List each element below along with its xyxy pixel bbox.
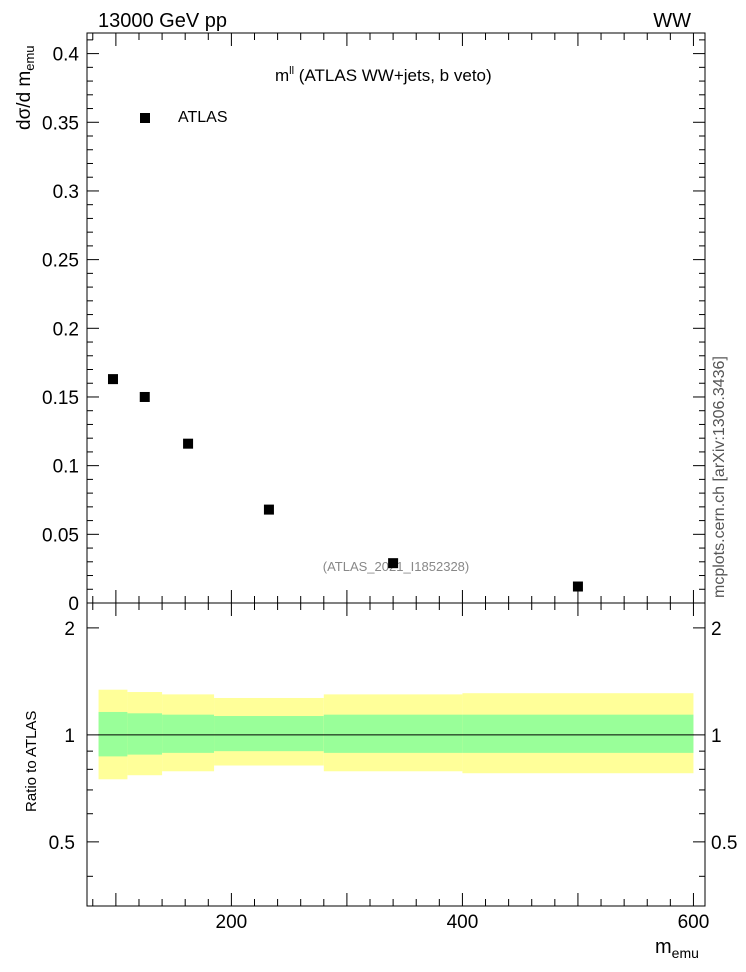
- y-tick-label: 0.15: [42, 388, 79, 409]
- x-tick-label: 600: [678, 912, 710, 933]
- ratio-tick-label: 1: [64, 726, 75, 747]
- inner-band-bin: [162, 714, 215, 753]
- y-tick-label: 0.2: [53, 319, 79, 340]
- x-tick-label: 200: [216, 912, 248, 933]
- source-label: mcplots.cern.ch [arXiv:1306.3436]: [711, 356, 728, 598]
- inner-band-bin: [127, 713, 163, 755]
- data-point: [263, 504, 274, 515]
- axes: 0 0.05 0.1 0.15 0.2 0.25 0.3 0.35 0.4 200 400 600 0.…: [42, 32, 737, 933]
- inner-band-bin: [98, 711, 128, 757]
- ratio-tick-label: 0.5: [49, 833, 75, 854]
- inner-band-bin: [214, 716, 324, 752]
- ratio-axis-label: Ratio to ATLAS: [23, 711, 40, 812]
- y-tick-label: 0.1: [53, 457, 79, 478]
- x-axis-label: memu: [655, 936, 699, 961]
- title-main: m: [275, 66, 289, 85]
- y-tick-label: 0.25: [42, 251, 79, 272]
- ratio-tick-label: 2: [64, 619, 75, 640]
- data-point: [572, 581, 583, 592]
- data-point: [183, 438, 194, 449]
- x-label-main: m: [655, 936, 672, 958]
- y-tick-label: 0: [68, 594, 79, 615]
- y-axis-label: dσ/d memu: [14, 45, 37, 130]
- x-tick-label: 400: [447, 912, 479, 933]
- ratio-tick-label-right: 2: [711, 619, 722, 640]
- y-tick-label: 0.3: [53, 182, 79, 203]
- energy-label: 13000 GeV pp: [98, 10, 227, 32]
- legend-label-atlas: ATLAS: [178, 109, 228, 126]
- data-points: [107, 374, 583, 592]
- ratio-tick-label-right: 1: [711, 726, 722, 747]
- y-tick-label: 0.35: [42, 113, 79, 134]
- y-tick-label: 0.05: [42, 525, 79, 546]
- title-rest: (ATLAS WW+jets, b veto): [294, 66, 492, 85]
- x-label-sub: emu: [672, 945, 699, 961]
- data-point: [388, 558, 399, 569]
- data-point: [139, 391, 150, 402]
- legend-marker-atlas: [140, 113, 150, 123]
- ratio-bands: [98, 689, 694, 780]
- title-sup: ll: [289, 65, 294, 77]
- data-point: [107, 374, 118, 385]
- y-tick-label: 0.4: [53, 45, 80, 66]
- plot-title: mll (ATLAS WW+jets, b veto): [275, 65, 492, 85]
- y-label-main: dσ/d m: [14, 71, 35, 130]
- inner-band-bin: [462, 714, 694, 753]
- inner-band-bin: [323, 714, 463, 753]
- legend: ATLAS: [140, 109, 228, 126]
- ratio-plot-frame: [86, 602, 706, 907]
- y-label-sub: emu: [22, 45, 37, 70]
- process-label: WW: [653, 10, 691, 32]
- ratio-tick-label-right: 0.5: [711, 833, 737, 854]
